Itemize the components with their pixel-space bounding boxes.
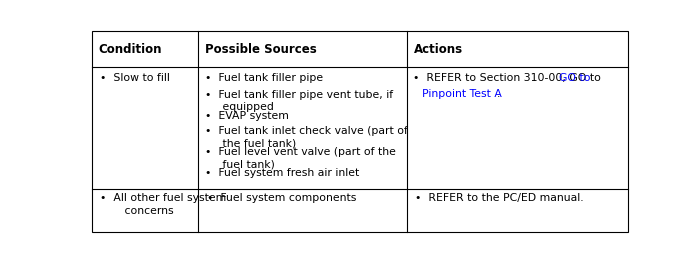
Text: •  Fuel tank filler pipe vent tube, if
     equipped: • Fuel tank filler pipe vent tube, if eq…	[205, 90, 393, 112]
Text: •  Fuel tank inlet check valve (part of
     the fuel tank): • Fuel tank inlet check valve (part of t…	[205, 126, 408, 149]
Text: •  Slow to fill: • Slow to fill	[100, 73, 170, 82]
Text: •  Fuel system components: • Fuel system components	[207, 193, 356, 203]
Text: Condition: Condition	[98, 43, 161, 56]
Text: •  REFER to the PC/ED manual.: • REFER to the PC/ED manual.	[415, 193, 584, 203]
Text: Actions: Actions	[414, 43, 463, 56]
Text: Pinpoint Test A: Pinpoint Test A	[421, 89, 501, 99]
Text: .: .	[496, 89, 500, 99]
Text: •  EVAP system: • EVAP system	[205, 111, 289, 121]
Text: •  Fuel system fresh air inlet: • Fuel system fresh air inlet	[205, 168, 359, 178]
Text: Possible Sources: Possible Sources	[205, 43, 317, 56]
Text: •  All other fuel system
       concerns: • All other fuel system concerns	[100, 193, 226, 216]
Text: GO to: GO to	[559, 73, 590, 82]
Text: •  REFER to Section 310-00, GO to: • REFER to Section 310-00, GO to	[414, 73, 601, 82]
Text: •  Fuel level vent valve (part of the
     fuel tank): • Fuel level vent valve (part of the fue…	[205, 147, 396, 170]
Text: •  Fuel tank filler pipe: • Fuel tank filler pipe	[205, 73, 323, 82]
